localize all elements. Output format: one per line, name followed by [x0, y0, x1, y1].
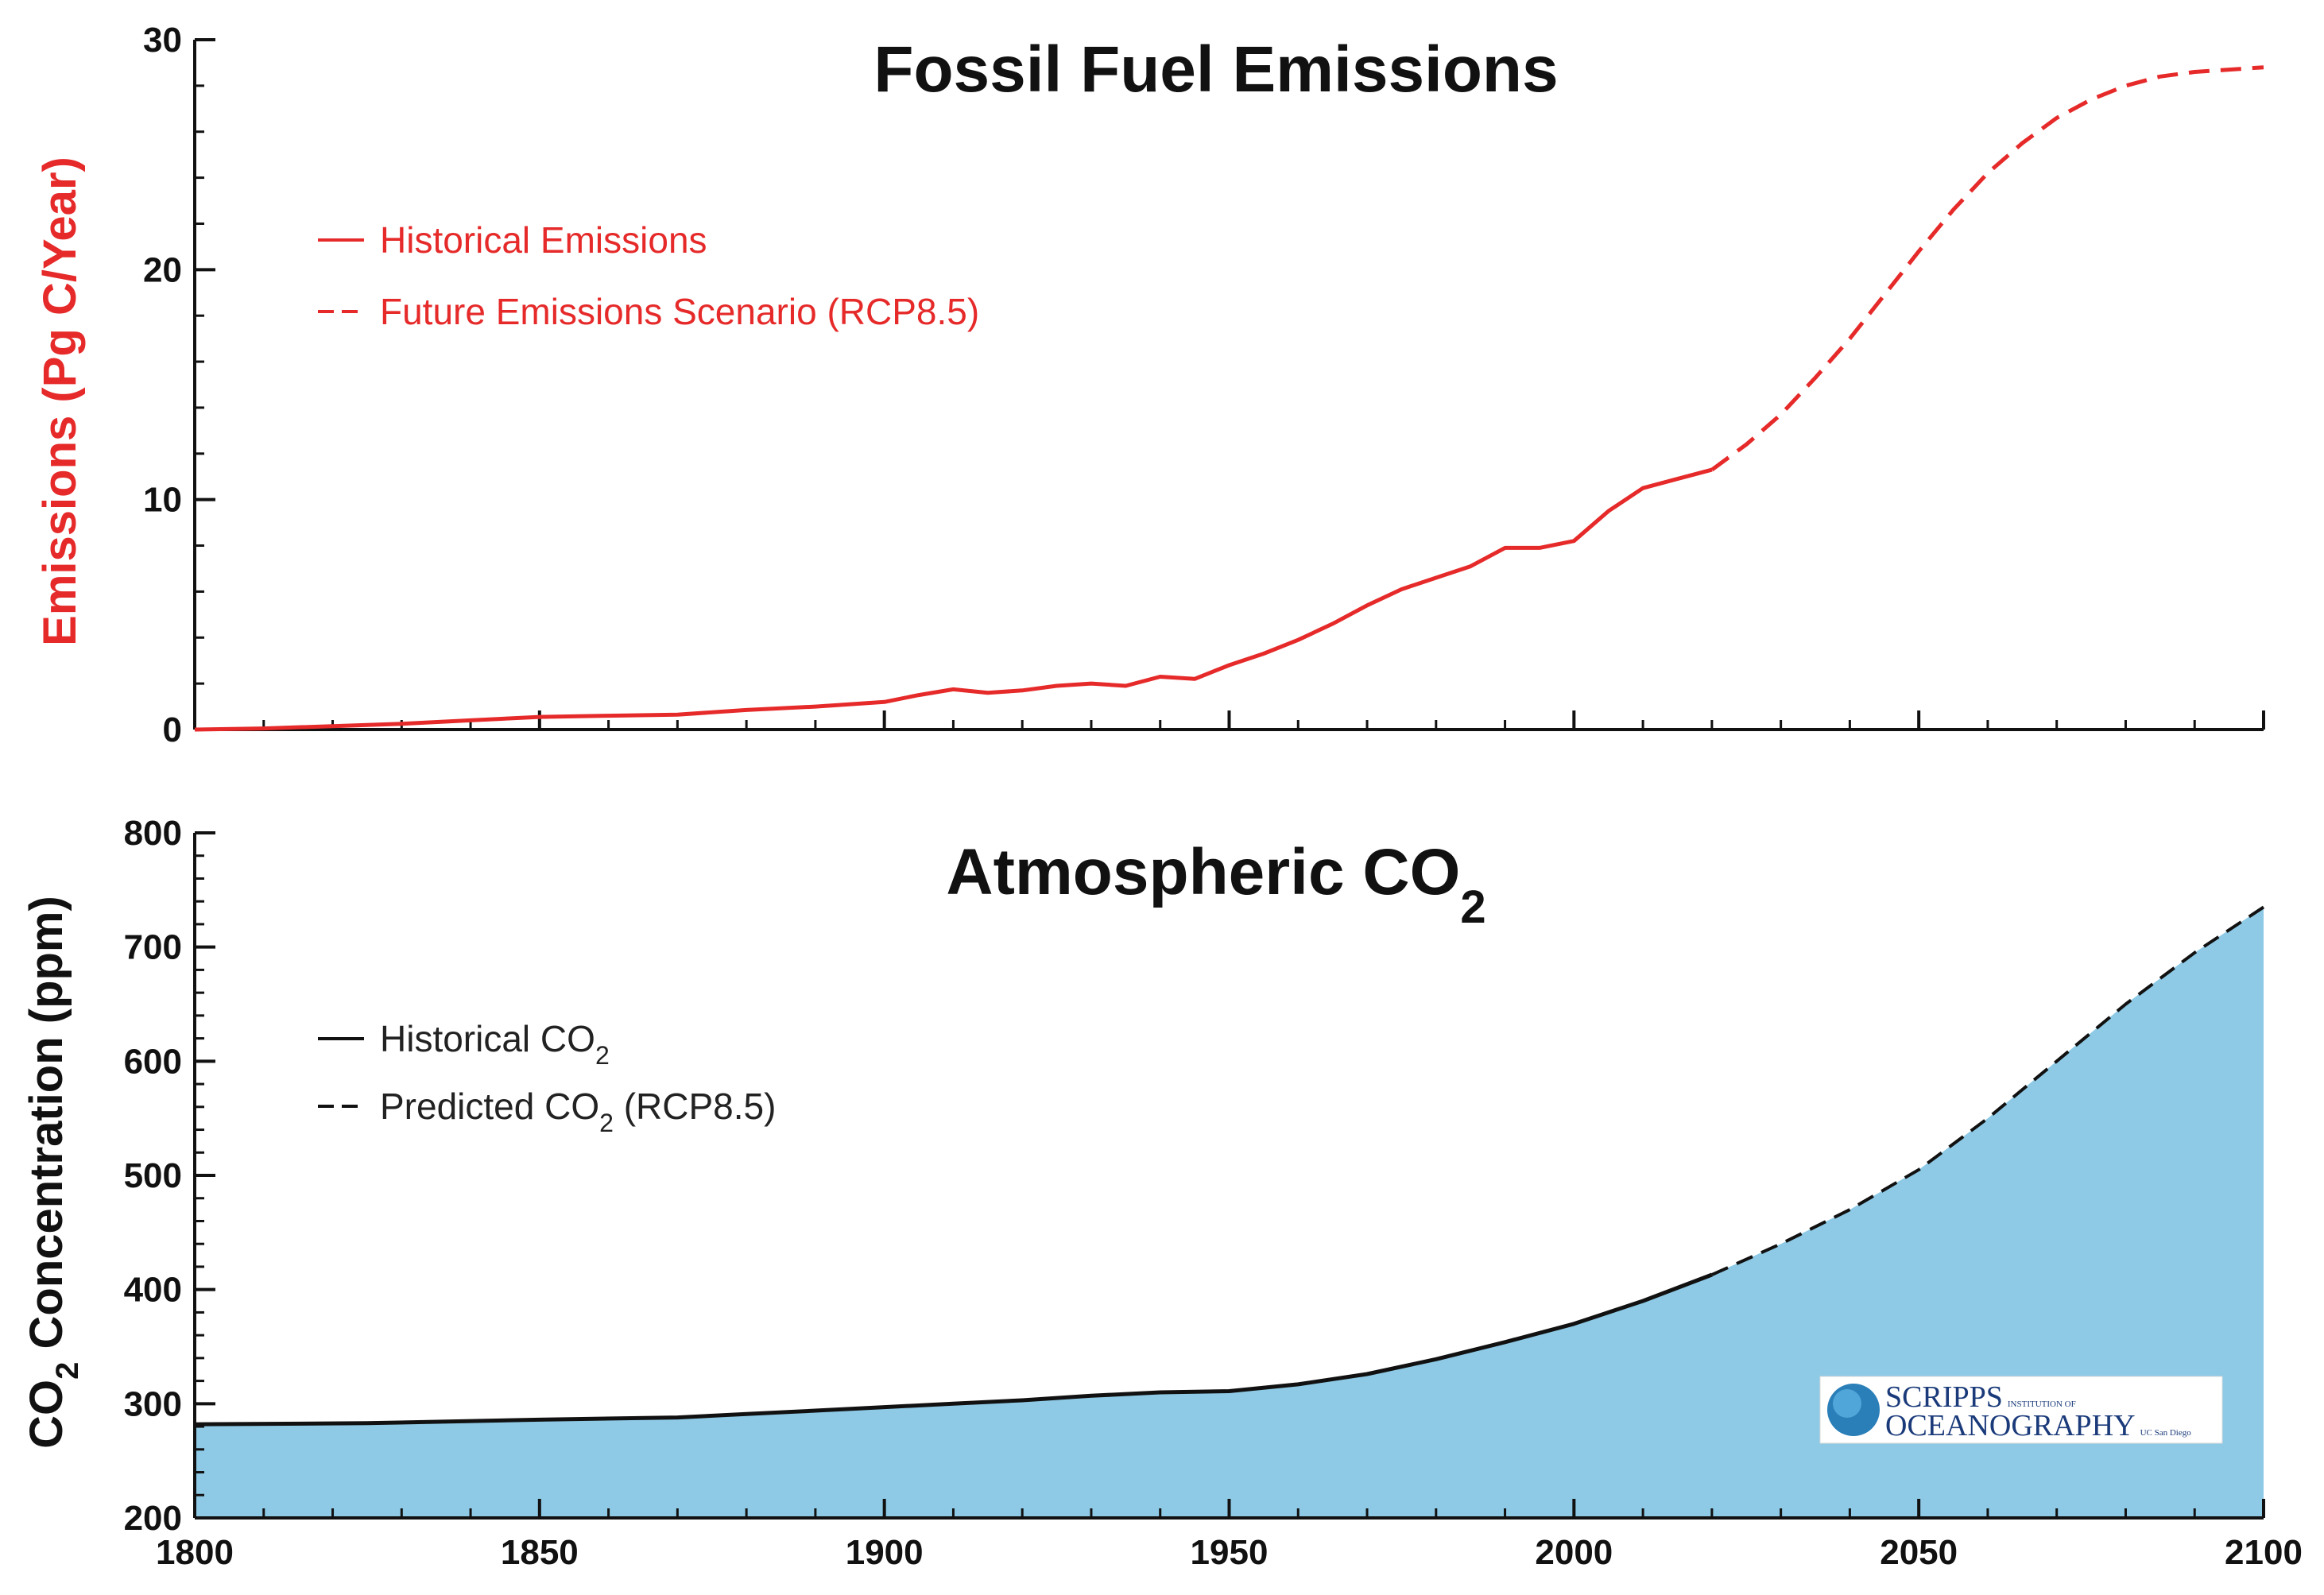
scripps-logo-line2: OCEANOGRAPHY UC San Diego [1885, 1409, 2191, 1442]
co2-chart-title-sub: 2 [1460, 881, 1485, 933]
co2-chart-title-main: Atmospheric CO [946, 836, 1460, 908]
scripps-logo-line2-small: UC San Diego [2140, 1428, 2192, 1438]
emissions-y-tick-label: 0 [163, 710, 182, 749]
co2-x-tick-label: 1850 [501, 1533, 579, 1572]
legend-label-historical-co2: Historical CO2 [380, 1018, 610, 1070]
co2-y-tick-label: 400 [124, 1271, 182, 1310]
co2-y-axis-label: CO2 Concentration (ppm) [21, 896, 85, 1449]
co2-y-tick-label: 500 [124, 1156, 182, 1195]
legend-label-historical-co2-sub: 2 [595, 1041, 610, 1070]
co2-x-tick-label: 2050 [1880, 1533, 1958, 1572]
co2-y-tick-label: 600 [124, 1042, 182, 1081]
co2-x-tick-label: 2000 [1535, 1533, 1613, 1572]
co2-y-tick-label: 300 [124, 1384, 182, 1423]
co2-y-tick-label: 200 [124, 1499, 182, 1538]
scripps-logo-line1-small: INSTITUTION OF [2008, 1399, 2076, 1409]
legend-label-predicted-co2-sub: 2 [599, 1109, 614, 1137]
scripps-logo-line2-main: OCEANOGRAPHY [1885, 1409, 2136, 1442]
co2-x-tick-label: 1950 [1191, 1533, 1269, 1572]
legend-label-historical-emissions: Historical Emissions [380, 219, 707, 261]
co2-legend: Historical CO2 Predicted CO2 (RCP8.5) [318, 1018, 776, 1137]
emissions-legend: Historical Emissions Future Emissions Sc… [318, 219, 979, 332]
co2-x-tick-label: 2100 [2225, 1533, 2303, 1572]
historical-co2-line [194, 1272, 1713, 1427]
emissions-chart: 0 10 20 30 Fossil Fuel Emissions Emissions … [34, 21, 2265, 749]
scripps-logo: SCRIPPS INSTITUTION OF OCEANOGRAPHY UC San… [1819, 1376, 2223, 1444]
co2-y-axis-label-prefix: CO [21, 1380, 72, 1449]
scripps-logo-line1: SCRIPPS INSTITUTION OF [1885, 1380, 2076, 1414]
emissions-y-axis-label: Emissions (Pg C/Year) [34, 157, 86, 646]
emissions-y-tick-label: 30 [143, 21, 182, 60]
co2-y-axis-label-suffix: Concentration (ppm) [21, 896, 72, 1361]
emissions-axes: 0 10 20 30 [143, 21, 2265, 749]
co2-x-tick-label: 1800 [156, 1533, 234, 1572]
co2-area-fill [195, 907, 2264, 1518]
co2-y-tick-label: 800 [124, 814, 182, 853]
co2-chart-title: Atmospheric CO2 [946, 836, 1485, 933]
emissions-y-tick-label: 10 [143, 481, 182, 520]
emissions-y-tick-label: 20 [143, 250, 182, 289]
co2-y-tick-label: 700 [124, 928, 182, 967]
scripps-logo-background [1819, 1376, 2223, 1444]
scripps-logo-line1-main: SCRIPPS [1885, 1380, 2003, 1414]
co2-chart: 200 300 400 500 600 700 800 1800 1850 1900 1950 200… [21, 814, 2303, 1572]
legend-label-predicted-co2-suffix: (RCP8.5) [614, 1086, 776, 1127]
legend-label-historical-co2-main: Historical CO [380, 1018, 595, 1059]
historical-emissions-line [194, 467, 1713, 732]
legend-label-predicted-co2-main: Predicted CO [380, 1086, 599, 1127]
future-emissions-line [1710, 65, 2264, 472]
legend-label-predicted-co2: Predicted CO2 (RCP8.5) [380, 1086, 776, 1137]
co2-axes: 200 300 400 500 600 700 800 1800 1850 1900 1950 200… [124, 814, 2303, 1572]
legend-label-future-emissions: Future Emissions Scenario (RCP8.5) [380, 291, 979, 332]
predicted-co2-line [1711, 905, 2265, 1276]
scripps-logo-globe-highlight [1833, 1389, 1861, 1418]
co2-y-axis-label-sub: 2 [50, 1362, 85, 1380]
co2-x-tick-label: 1900 [846, 1533, 924, 1572]
emissions-chart-title: Fossil Fuel Emissions [873, 33, 1558, 106]
